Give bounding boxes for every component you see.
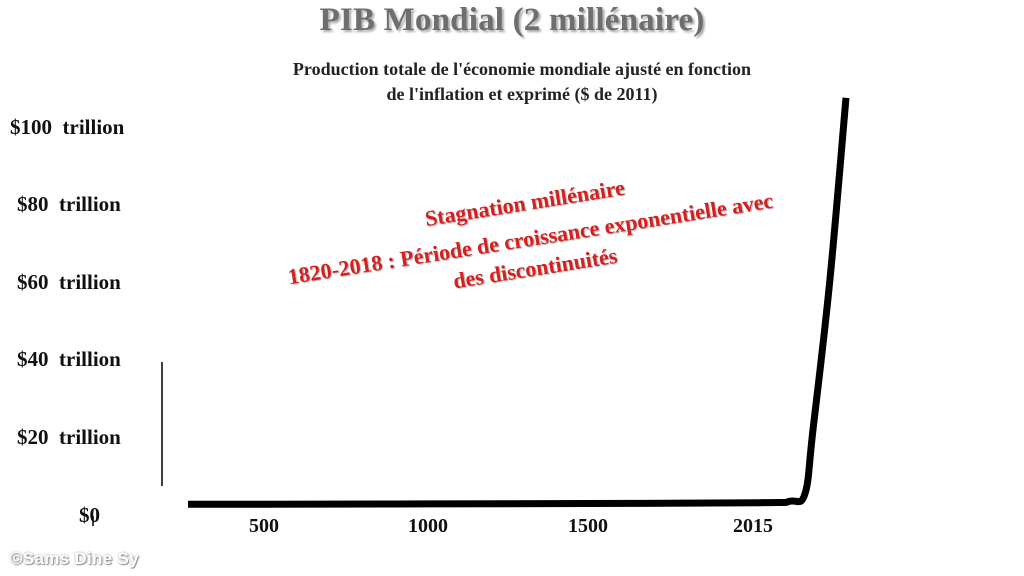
y-tick-label-60: $60 trillion [17, 270, 121, 294]
x-tick-label-1500: 1500 [568, 515, 608, 537]
x-tick-label-1000: 1000 [408, 515, 448, 537]
y-tick-label-0: $0 [79, 503, 100, 527]
series-line-world-gdp [187, 97, 850, 508]
x-tick-label-500: 500 [249, 515, 279, 537]
subtitle-line-1: Production totale de l'économie mondiale… [292, 59, 752, 79]
y-tick-label-20: $20 trillion [17, 425, 121, 449]
x-tick-label-2015: 2015 [733, 515, 773, 537]
y-tick-label-100: $100 trillion [10, 115, 125, 139]
y-tick-label-40: $40 trillion [17, 347, 121, 371]
chart-title: PIB Mondial (2 millénaire) [319, 2, 705, 38]
chart-subtitle: Production totale de l'économie mondiale… [222, 57, 822, 107]
watermark: ©Sams Dine Sy [10, 549, 139, 568]
y-tick-label-80: $80 trillion [17, 192, 121, 216]
subtitle-line-2: de l'inflation et exprimé ($ de 2011) [386, 84, 658, 104]
